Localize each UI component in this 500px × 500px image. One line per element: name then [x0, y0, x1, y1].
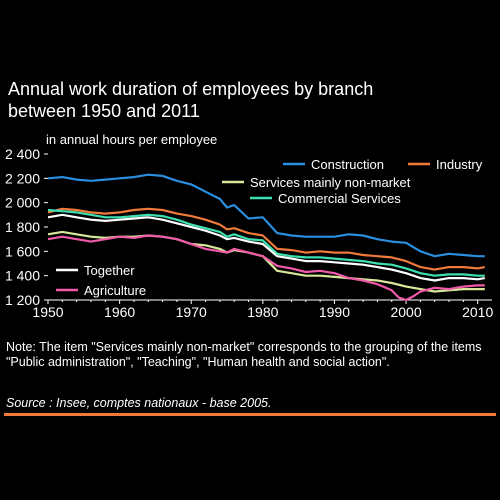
chart-note: Note: The item "Services mainly non-mark…	[6, 340, 482, 369]
chart-source: Source : Insee, comptes nationaux - base…	[6, 396, 272, 410]
divider-rule	[4, 413, 496, 416]
legend-label-construction: Construction	[311, 157, 384, 172]
legend-label-agriculture: Agriculture	[84, 283, 146, 298]
series-line-together	[47, 213, 485, 282]
x-tick-label: 1990	[319, 304, 350, 320]
x-tick-label: 2000	[390, 304, 421, 320]
series-line-construction	[47, 173, 485, 258]
y-tick-label: 2 000	[5, 195, 40, 211]
chart-title: Annual work duration of employees by bra…	[8, 78, 478, 122]
chart-title-line1: Annual work duration of employees by bra…	[8, 79, 374, 99]
x-tick-label: 1980	[247, 304, 278, 320]
y-axis-unit-label: in annual hours per employee	[46, 132, 218, 147]
y-tick-label: 2 200	[5, 170, 40, 186]
x-tick-label: 2010	[462, 304, 493, 320]
x-tick-label: 1950	[32, 304, 63, 320]
x-tick-label: 1970	[176, 304, 207, 320]
chart-title-line2: between 1950 and 2011	[8, 101, 200, 121]
series-line-commercial-services	[47, 208, 485, 277]
legend-label-industry: Industry	[436, 157, 483, 172]
legend-label-services-mainly-non-market: Services mainly non-market	[250, 175, 411, 190]
legend-label-together: Together	[84, 263, 135, 278]
y-tick-label: 1 400	[5, 268, 40, 284]
y-tick-label: 1 600	[5, 243, 40, 259]
series-line-industry	[47, 207, 485, 271]
legend-label-commercial-services: Commercial Services	[278, 191, 401, 206]
series-line-agriculture	[47, 234, 485, 302]
y-tick-label: 1 200	[5, 292, 40, 308]
x-tick-label: 1960	[104, 304, 135, 320]
y-tick-label: 2 400	[5, 146, 40, 162]
y-tick-label: 1 800	[5, 219, 40, 235]
